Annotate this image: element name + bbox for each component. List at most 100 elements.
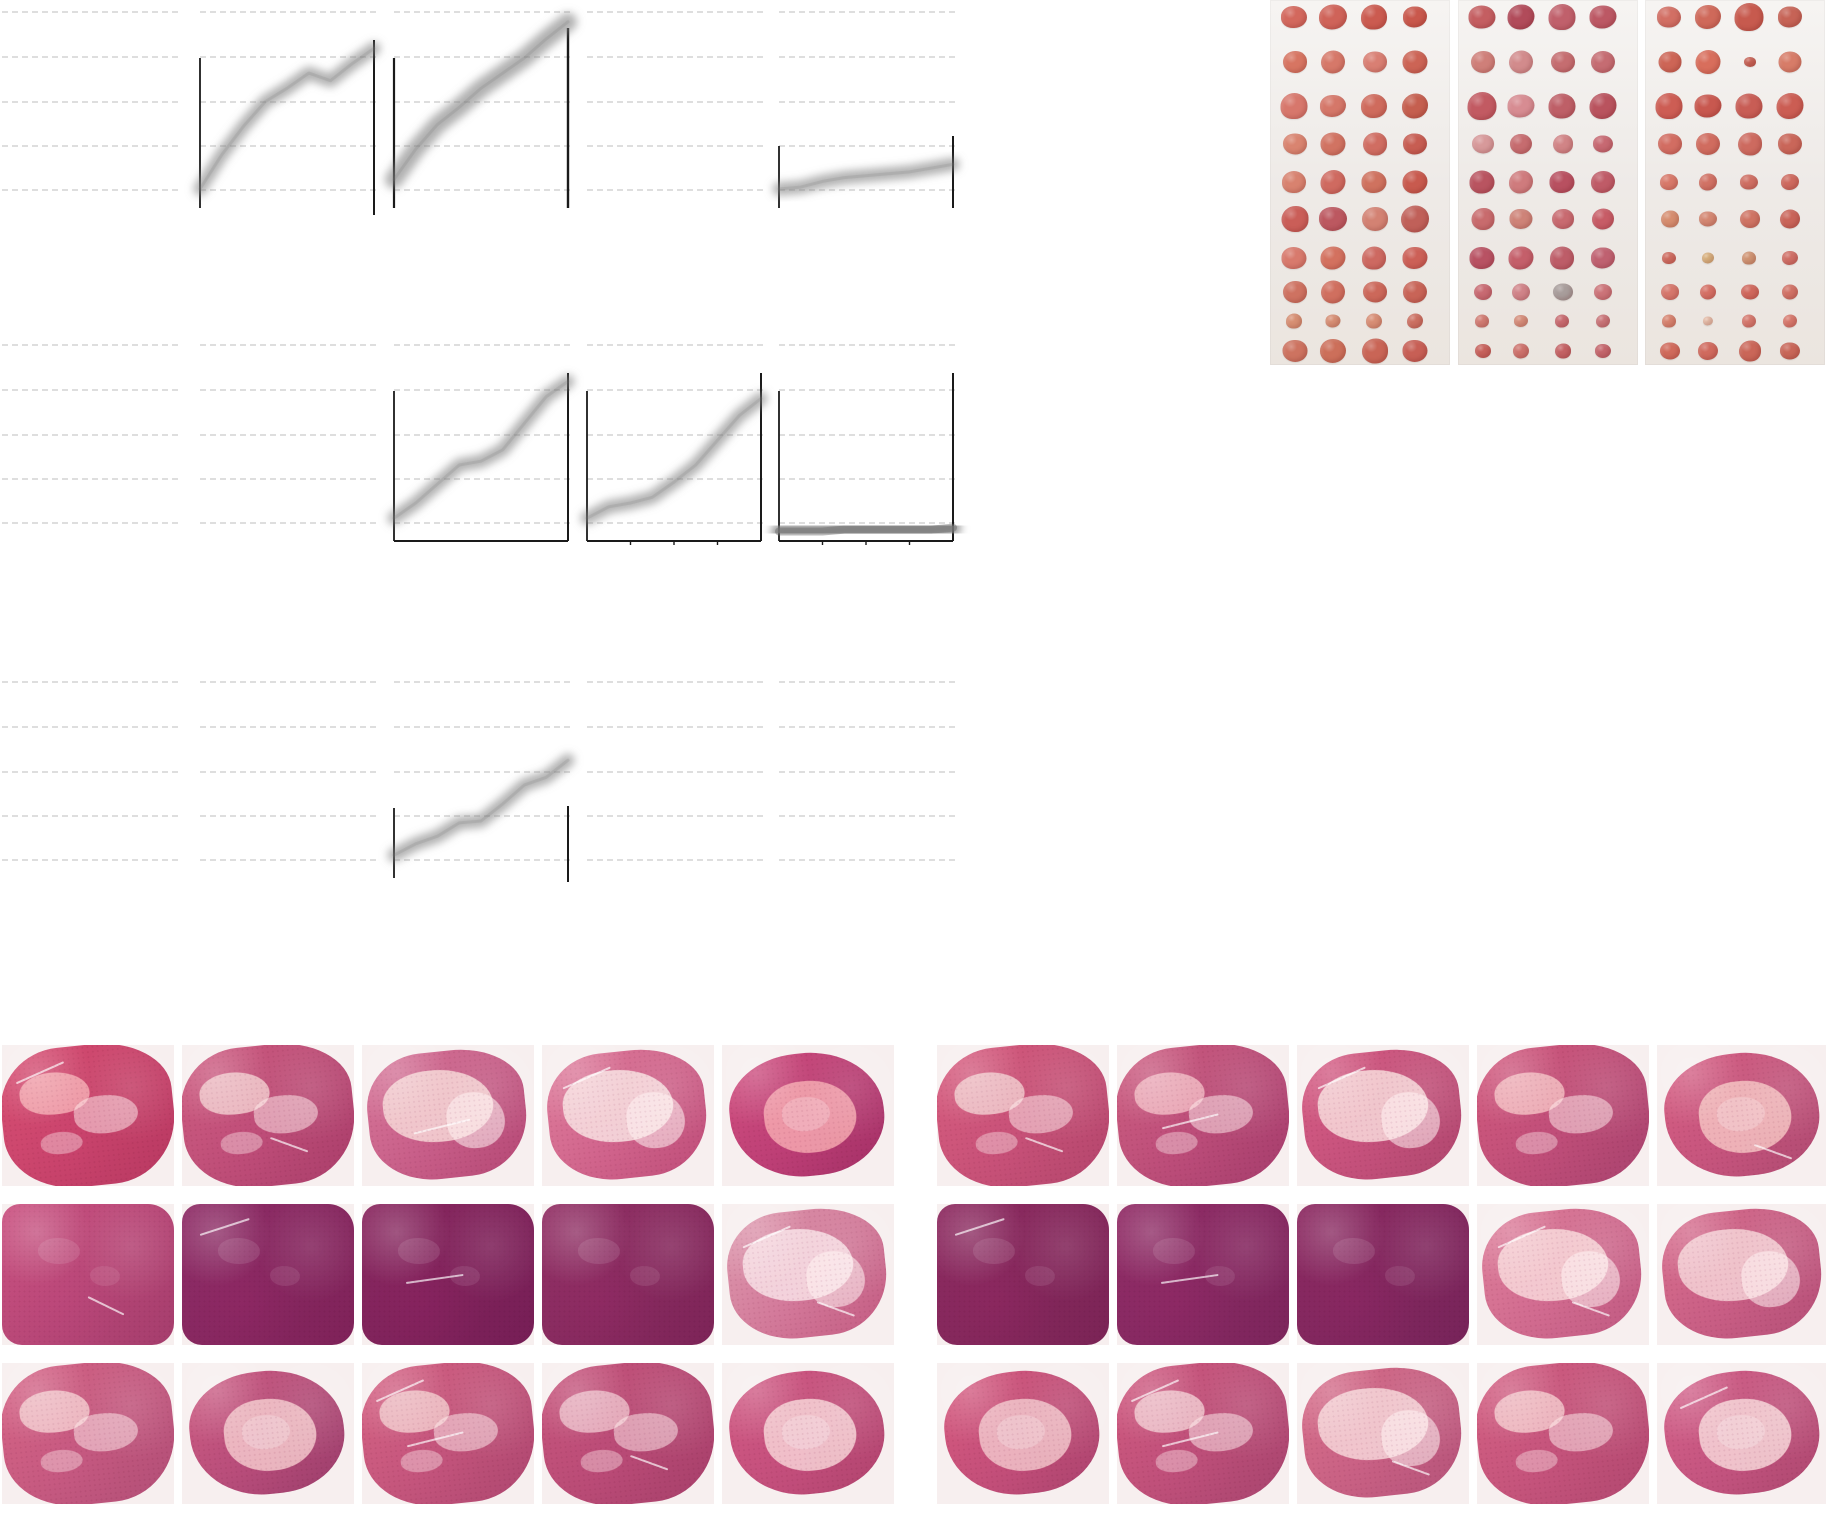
photo-group-3-tumor-10-2 <box>1698 342 1718 360</box>
chart-r1c5-series-line-1 <box>777 162 955 191</box>
photo-group-3-tumor-3-4 <box>1776 93 1804 119</box>
photo-group-2-tumor-9-2 <box>1514 315 1528 327</box>
histology-left-texture-3-3 <box>362 1363 534 1504</box>
photo-group-3-tumor-6-1 <box>1661 210 1679 228</box>
chart-r2c5-series-line-1 <box>775 523 957 536</box>
photo-group-2-tumor-6-2 <box>1509 209 1533 229</box>
histology-right-tissue-1-2 <box>1117 1045 1289 1186</box>
histology-left-tissue-2-4 <box>542 1204 714 1345</box>
chart-r2c3-series-line-1 <box>392 379 570 520</box>
photo-group-1-tumor-10-3 <box>1362 338 1388 364</box>
photo-group-3-tumor-1-1 <box>1657 6 1681 28</box>
photo-group-1-tumor-2-2 <box>1321 50 1345 74</box>
histology-left-tissue-3-2 <box>183 1363 351 1502</box>
photo-group-1-tumor-8-4 <box>1403 281 1427 303</box>
photo-group-1-tumor-9-1 <box>1286 313 1302 329</box>
photo-group-2-tumor-8-4 <box>1594 284 1612 300</box>
photo-group-3-tumor-2-4 <box>1778 51 1802 73</box>
photo-group-1-tumor-8-2 <box>1321 280 1345 304</box>
chart-r1c2-svg <box>193 11 381 215</box>
photo-group-1-tumor-3-2 <box>1320 95 1346 117</box>
chart-r2c5-series-band-1 <box>771 519 961 540</box>
photo-group-1-tumor-9-3 <box>1366 313 1382 329</box>
histology-left-texture-1-3 <box>362 1045 533 1186</box>
chart-r3c3 <box>387 670 575 900</box>
photo-group-1-tumor-5-1 <box>1282 171 1306 193</box>
photo-group-2-tumor-1-1 <box>1468 5 1496 29</box>
histology-left-tissue-2-1 <box>2 1204 174 1345</box>
histology-right-panel-3-1 <box>937 1363 1109 1504</box>
chart-r3c5-svg <box>779 681 955 861</box>
histology-right-texture-3-3 <box>1297 1363 1468 1504</box>
histology-right-core-b-2-3 <box>1385 1266 1415 1286</box>
chart-r2c3-series-band-1 <box>387 374 575 525</box>
histology-right-texture-1-4 <box>1477 1045 1649 1186</box>
histology-left-core-b-2-2 <box>270 1266 300 1286</box>
photo-group-1-tumor-6-1 <box>1281 206 1309 232</box>
photo-group-1-tumor-5-2 <box>1320 170 1346 194</box>
histology-right-texture-3-5 <box>1658 1363 1826 1502</box>
photo-group-3-tumor-7-4 <box>1782 251 1798 265</box>
photo-group-1-tumor-3-3 <box>1361 94 1387 118</box>
histology-right-panel-2-4 <box>1477 1204 1649 1345</box>
histology-left-core-b-2-1 <box>90 1266 120 1286</box>
photo-group-1-tumor-10-2 <box>1320 339 1346 363</box>
photo-group-2-tumor-7-2 <box>1508 246 1534 270</box>
histology-right-core-a-2-1 <box>973 1238 1015 1264</box>
photo-group-2-tumor-3-3 <box>1548 93 1576 119</box>
histology-left-panel-1-2 <box>182 1045 354 1186</box>
photo-group-2-tumor-9-3 <box>1555 314 1569 328</box>
chart-r1c4 <box>585 0 765 230</box>
histology-left-core-b-2-3 <box>450 1266 480 1286</box>
histology-right-texture-2-3 <box>1297 1204 1469 1345</box>
histology-right-tissue-3-2 <box>1117 1363 1289 1504</box>
histology-right-tissue-1-4 <box>1477 1045 1649 1186</box>
photo-group-2-tumor-2-2 <box>1509 50 1533 74</box>
histology-right-panel-2-1 <box>937 1204 1109 1345</box>
photo-group-3-tumor-4-4 <box>1778 133 1802 155</box>
histology-left-core-b-2-4 <box>630 1266 660 1286</box>
histology-left-panel-3-4 <box>542 1363 714 1504</box>
photo-group-1-tumor-6-4 <box>1401 205 1429 233</box>
photo-group-1-tumor-1-3 <box>1361 4 1387 30</box>
histology-left-texture-1-2 <box>182 1045 354 1186</box>
histology-left-panel-3-1 <box>2 1363 174 1504</box>
histology-right-tissue-1-1 <box>937 1045 1109 1186</box>
photo-group-1-tumor-6-3 <box>1362 207 1388 231</box>
chart-r3c4 <box>585 670 765 900</box>
photo-group-2-tumor-10-1 <box>1475 344 1491 358</box>
chart-r3c2 <box>198 670 378 900</box>
histology-left-tissue-3-5 <box>723 1363 891 1502</box>
photo-group-2-tumor-5-4 <box>1591 171 1615 193</box>
histology-left-tissue-3-4 <box>542 1363 714 1504</box>
histology-left-texture-1-1 <box>2 1045 174 1186</box>
histology-right-panel-3-4 <box>1477 1363 1649 1504</box>
photo-group-2-tumor-4-2 <box>1510 134 1532 154</box>
photo-group-3-tumor-6-3 <box>1740 210 1760 228</box>
histology-left-tissue-2-3 <box>362 1204 534 1345</box>
histology-panels <box>0 1045 1826 1513</box>
histology-right-panel-2-5 <box>1657 1204 1826 1345</box>
histology-left-tissue-2-5 <box>722 1204 893 1345</box>
histology-left-tissue-2-2 <box>182 1204 354 1345</box>
histology-right-texture-2-5 <box>1657 1204 1826 1345</box>
chart-r1c3-series-line-1 <box>392 20 570 181</box>
chart-r2c4-series-band-1 <box>580 392 768 525</box>
chart-r3c1 <box>0 670 180 900</box>
histology-right-panel-3-3 <box>1297 1363 1469 1504</box>
photo-group-1-tumor-1-1 <box>1281 6 1307 28</box>
photo-group-3-tumor-4-1 <box>1658 133 1682 155</box>
histology-right-panel-3-5 <box>1657 1363 1826 1504</box>
histology-right-tissue-3-4 <box>1477 1363 1649 1504</box>
photo-group-2-tumor-6-4 <box>1592 208 1614 230</box>
photo-group-3-tumor-10-3 <box>1739 340 1761 362</box>
histology-left-tissue-3-3 <box>362 1363 534 1504</box>
photo-group-1-tumor-1-4 <box>1403 6 1427 28</box>
photo-group-3-tumor-2-3 <box>1744 57 1756 67</box>
photo-group-2-tumor-5-2 <box>1509 170 1533 194</box>
photo-group-3-tumor-3-3 <box>1735 93 1763 119</box>
chart-r1c4-svg <box>587 11 763 191</box>
histology-left-tissue-3-1 <box>2 1363 174 1504</box>
photo-group-3-tumor-5-3 <box>1740 174 1758 190</box>
photo-group-2-tumor-6-1 <box>1471 208 1495 230</box>
